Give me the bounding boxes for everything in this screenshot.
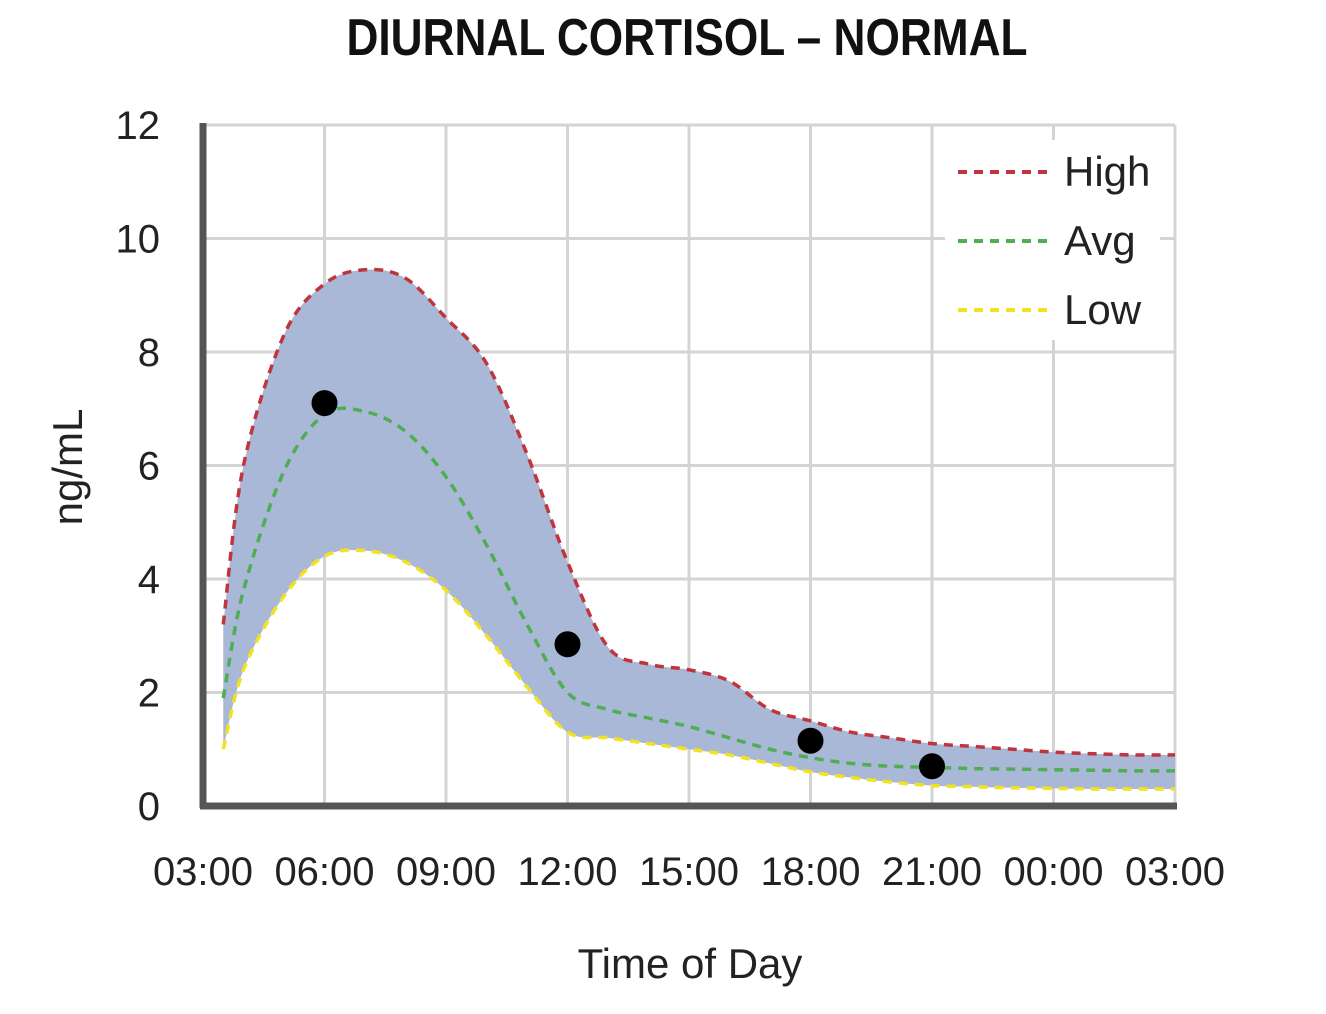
high-low-band [223,269,1175,790]
x-tick-label: 00:00 [1003,850,1103,894]
x-tick-labels: 03:00 06:00 09:00 12:00 15:00 18:00 21:00 00:00… [153,850,1225,894]
chart-title: DIURNAL CORTISOL – NORMAL [346,9,1028,67]
x-tick-label: 03:00 [1125,850,1225,894]
measurement-points [311,390,945,780]
legend-label-avg: Avg [1064,217,1136,264]
y-tick-labels: 0 2 4 6 8 10 12 [116,104,161,829]
data-point [797,727,824,754]
y-axis-label: ng/mL [44,409,91,526]
y-tick-label: 6 [138,445,160,489]
y-tick-label: 2 [138,672,160,716]
x-tick-label: 18:00 [760,850,860,894]
x-axis-label: Time of Day [578,940,803,987]
x-tick-label: 21:00 [882,850,982,894]
data-point [554,631,581,658]
legend-label-low: Low [1064,286,1142,333]
data-point [919,753,945,780]
series-lines [221,267,1176,791]
legend-label-high: High [1064,148,1150,195]
x-tick-label: 12:00 [517,850,617,894]
y-tick-label: 0 [138,785,160,829]
x-tick-label: 09:00 [396,850,496,894]
y-tick-label: 8 [138,331,160,375]
series-line-low [221,548,1175,791]
series-line-avg [221,406,1176,773]
series-line-high [221,267,1176,757]
y-tick-label: 10 [116,218,161,262]
axes [199,123,1177,810]
data-point [311,390,338,417]
x-tick-label: 15:00 [639,850,739,894]
y-tick-label: 12 [116,104,161,148]
y-tick-label: 4 [138,558,160,602]
x-tick-label: 03:00 [153,850,253,894]
x-tick-label: 06:00 [274,850,374,894]
legend: High Avg Low [945,140,1160,340]
